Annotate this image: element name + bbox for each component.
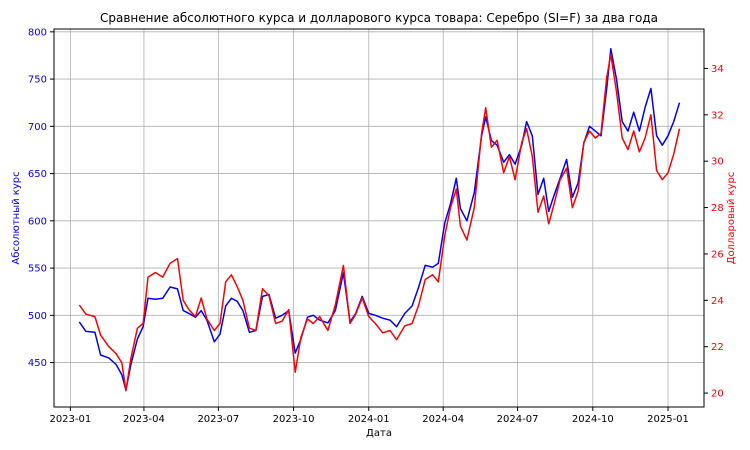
x-tick-label: 2023-04 xyxy=(123,414,165,425)
y-left-axis-title: Абсолютный курс xyxy=(11,171,22,264)
y-right-tick-label: 30 xyxy=(711,157,724,168)
x-tick-label: 2025-01 xyxy=(647,414,689,425)
x-axis-title: Дата xyxy=(366,428,392,439)
chart-title: Сравнение абсолютного курса и долларовог… xyxy=(100,11,658,25)
y-right-tick-label: 28 xyxy=(711,203,724,214)
y-right-tick-label: 24 xyxy=(711,296,724,307)
y-right-axis-ticks: 20 22 24 26 28 30 32 34 xyxy=(704,64,724,400)
x-tick-label: 2024-10 xyxy=(572,414,614,425)
y-left-tick-label: 450 xyxy=(28,358,47,369)
y-right-tick-label: 26 xyxy=(711,249,724,260)
dollar-rate-series-line xyxy=(78,53,681,392)
x-tick-label: 2024-01 xyxy=(348,414,390,425)
y-left-tick-label: 700 xyxy=(28,122,47,133)
x-tick-label: 2023-10 xyxy=(273,414,315,425)
absolute-rate-series-line xyxy=(78,48,681,391)
x-tick-label: 2023-01 xyxy=(49,414,91,425)
y-left-tick-label: 650 xyxy=(28,169,47,180)
y-right-axis-title: Долларовый курс xyxy=(726,172,737,265)
y-left-tick-label: 500 xyxy=(28,311,47,322)
y-left-tick-label: 750 xyxy=(28,75,47,86)
y-left-axis-ticks: 450 500 550 600 650 700 750 800 xyxy=(28,27,54,369)
x-tick-label: 2023-07 xyxy=(197,414,239,425)
y-left-tick-label: 600 xyxy=(28,216,47,227)
x-tick-label: 2024-07 xyxy=(497,414,539,425)
plot-frame xyxy=(53,28,705,408)
y-left-tick-label: 800 xyxy=(28,27,47,38)
y-right-tick-label: 32 xyxy=(711,110,724,121)
x-tick-label: 2024-04 xyxy=(422,414,464,425)
series-layer xyxy=(78,48,681,392)
grid xyxy=(54,29,704,407)
y-right-tick-label: 20 xyxy=(711,389,724,400)
x-axis-ticks: 2023-01 2023-04 2023-07 2023-10 2024-01 2024-… xyxy=(49,407,689,425)
y-left-tick-label: 550 xyxy=(28,264,47,275)
y-right-tick-label: 34 xyxy=(711,64,724,75)
y-right-tick-label: 22 xyxy=(711,342,724,353)
